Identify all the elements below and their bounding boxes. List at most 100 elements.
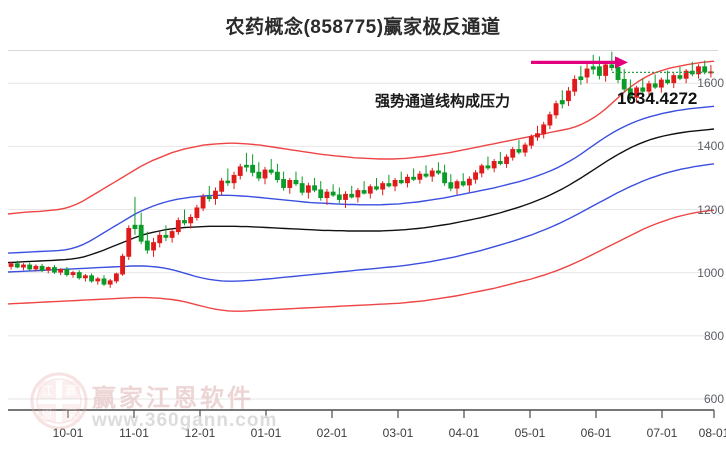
candle-body <box>491 161 497 169</box>
candle-body <box>318 189 324 199</box>
candle-body <box>466 178 472 186</box>
candle-body <box>627 88 633 98</box>
candle-body <box>374 186 379 190</box>
candle-body <box>528 136 534 146</box>
candle-body <box>367 186 373 194</box>
x-axis-tick-label-0: 10-01 <box>52 426 84 440</box>
svg-text:恩: 恩 <box>41 407 53 421</box>
watermark-seal-icon: 江赢恩家 <box>30 372 88 430</box>
series-line <box>7 105 715 254</box>
candle-body <box>566 90 571 102</box>
candle-body <box>361 190 367 194</box>
candle-body <box>485 165 491 169</box>
candle-body <box>454 181 460 189</box>
y-axis-tick-label-3: 1200 <box>697 202 724 217</box>
candle-body <box>138 224 144 242</box>
candle-body <box>615 66 621 80</box>
candle-body <box>380 183 386 190</box>
candle-body <box>268 169 274 173</box>
candle-body <box>411 176 417 180</box>
y-axis-tick-label-5: 1600 <box>697 76 724 91</box>
candle-body <box>405 176 410 184</box>
x-axis-tick-label-3: 01-01 <box>250 426 282 440</box>
series-line <box>7 60 715 215</box>
candle-body <box>621 78 627 90</box>
x-axis-tick-label-4: 02-01 <box>316 426 348 440</box>
candle-body <box>578 76 584 80</box>
candle-body <box>151 242 156 251</box>
annotation-arrow-head <box>615 56 628 69</box>
candle-body <box>200 196 206 209</box>
candle-body <box>113 273 119 282</box>
watermark-url-text: www.360gann.com <box>92 410 278 431</box>
candle-body <box>479 165 485 174</box>
y-axis-tick-label-4: 1400 <box>697 139 724 154</box>
candle-body <box>52 267 57 273</box>
candle-body <box>175 220 181 233</box>
x-axis-tick-label-10: 08-01 <box>698 426 726 440</box>
candle-body <box>634 87 640 98</box>
candle-body <box>39 265 45 271</box>
candle-body <box>64 269 70 276</box>
candle-body <box>21 264 26 268</box>
candle-body <box>14 263 20 268</box>
candle-body <box>120 255 125 275</box>
candle-body <box>559 100 565 105</box>
candle-body <box>386 183 392 187</box>
candle-body <box>206 196 212 199</box>
candle-body <box>343 193 348 200</box>
header-divider <box>8 50 718 51</box>
candle-body <box>274 171 280 181</box>
candle-body <box>82 275 88 279</box>
candle-body <box>262 169 268 179</box>
candle-body <box>392 179 398 187</box>
price-level-label: 1634.4272 <box>617 89 698 108</box>
candle-body <box>398 179 404 184</box>
candle-body <box>126 227 132 257</box>
candle-body <box>169 231 175 238</box>
candle-body <box>293 179 299 185</box>
candle-body <box>213 190 218 199</box>
candle-body <box>8 263 14 267</box>
candle-body <box>640 87 646 92</box>
y-axis-tick-label-2: 1000 <box>697 265 724 280</box>
candle-body <box>535 133 540 138</box>
x-axis-tick-label-9: 07-01 <box>646 426 678 440</box>
candle-body <box>101 278 107 285</box>
candle-body <box>609 64 615 68</box>
candle-body <box>671 75 677 84</box>
candle-body <box>312 185 317 191</box>
candle-body <box>244 164 249 168</box>
candle-body <box>231 174 237 184</box>
candle-body <box>572 78 578 92</box>
candle-body <box>27 264 33 270</box>
candle-body <box>553 103 559 116</box>
candle-body <box>584 68 590 78</box>
candle-body <box>435 170 441 174</box>
candle-body <box>107 280 113 285</box>
candle-body <box>188 216 194 224</box>
candle-body <box>677 75 683 79</box>
candle-body <box>683 70 689 79</box>
candle-body <box>194 207 200 218</box>
candle-body <box>182 220 187 224</box>
candle-body <box>516 149 522 153</box>
x-axis-tick-label-1: 11-01 <box>119 426 149 440</box>
candle-body <box>324 191 330 199</box>
candle-body <box>665 79 670 84</box>
series-line <box>7 128 715 264</box>
svg-text:江: 江 <box>41 384 53 398</box>
candle-body <box>473 172 478 180</box>
candle-body <box>646 83 652 92</box>
x-axis-tick-label-2: 12-01 <box>184 426 216 440</box>
candle-body <box>157 234 163 244</box>
watermark-brand-text: 赢家江恩软件 <box>92 385 254 412</box>
candle-body <box>33 265 39 270</box>
resistance-annotation-text: 强势通道线构成压力 <box>375 93 511 110</box>
candle-body <box>58 269 64 273</box>
svg-text:家: 家 <box>65 406 77 421</box>
candle-body <box>652 83 658 88</box>
